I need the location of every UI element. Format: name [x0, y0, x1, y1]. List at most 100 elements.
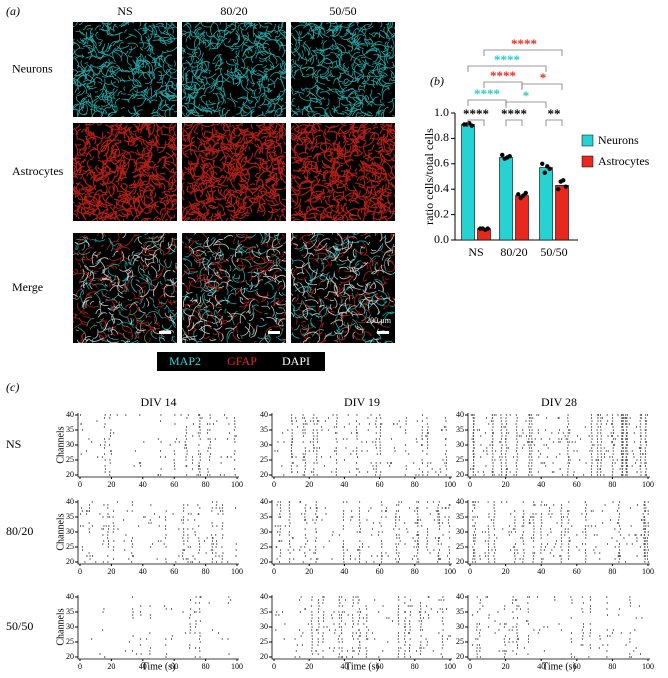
y-tick-label: 25 [66, 637, 74, 646]
axes [77, 595, 239, 660]
x-tick-label: 100 [231, 662, 243, 671]
stain-texture [73, 22, 177, 117]
x-tick-label: 20 [502, 567, 510, 576]
bar [515, 195, 529, 241]
x-axis-label: Time (s) [142, 661, 176, 672]
axes [271, 595, 452, 660]
bar [499, 157, 513, 241]
y-tick-label: 35 [456, 512, 464, 521]
x-tick-label: 80 [202, 567, 210, 576]
y-tick-label: 40 [456, 497, 464, 506]
significance-mark: * [523, 88, 530, 103]
row-label: NS [6, 437, 21, 451]
x-tick-label: 20 [107, 480, 115, 489]
x-tick-label: 40 [340, 662, 348, 671]
significance-bracket [483, 49, 563, 56]
y-tick-label: 0.8 [434, 130, 449, 144]
significance-bracket [505, 119, 523, 126]
x-tick-label: 40 [340, 480, 348, 489]
micrograph [291, 123, 395, 221]
significance-mark: * [540, 70, 547, 85]
y-tick-label: 35 [456, 607, 464, 616]
significance-bracket [521, 83, 563, 90]
data-point [540, 161, 545, 166]
x-tick-label: 20 [107, 567, 115, 576]
x-tick-label: 100 [231, 480, 243, 489]
y-tick-label: 20 [456, 470, 464, 479]
x-tick-label: 40 [139, 567, 147, 576]
y-tick-label: 40 [66, 497, 74, 506]
significance-bracket [545, 119, 563, 126]
x-tick-label: 40 [537, 480, 545, 489]
panel-label: (b) [430, 74, 444, 88]
x-tick-label: 100 [231, 567, 243, 576]
y-tick-label: 25 [456, 542, 464, 551]
row-label: Astrocytes [12, 164, 64, 178]
significance-mark: **** [490, 68, 516, 83]
x-tick-label: 0 [468, 662, 472, 671]
y-tick-label: 30 [66, 622, 74, 631]
y-tick-label: 40 [260, 410, 268, 419]
stain-legend-entry: MAP2 [169, 354, 201, 368]
x-tick-label: 80 [411, 480, 419, 489]
x-tick-label: 0 [78, 480, 82, 489]
x-tick-label: 0 [272, 480, 276, 489]
legend-label: Astrocytes [598, 154, 650, 168]
micrograph [182, 22, 286, 117]
axes [467, 500, 650, 565]
data-point [469, 123, 474, 128]
bar [461, 124, 475, 241]
y-tick-label: 30 [456, 527, 464, 536]
y-tick-label: 20 [456, 557, 464, 566]
axes [467, 595, 650, 660]
x-tick-label: 60 [376, 480, 384, 489]
x-tick-label: 80 [608, 480, 616, 489]
x-tick-label: 40 [139, 662, 147, 671]
panel-label: (a) [6, 4, 20, 18]
x-tick-label: 40 [139, 480, 147, 489]
y-tick-label: 30 [66, 527, 74, 536]
data-point [563, 184, 568, 189]
x-tick-label: 20 [305, 567, 313, 576]
significance-mark: **** [501, 106, 527, 121]
data-point [507, 153, 512, 159]
y-tick-label: 25 [456, 455, 464, 464]
spike-raster [80, 414, 237, 476]
y-tick-label: 40 [260, 497, 268, 506]
y-tick-label: 0.0 [434, 232, 449, 246]
y-tick-label: 0.6 [434, 156, 449, 170]
scale-bar-label: 200 µm [366, 316, 392, 325]
data-point [485, 226, 490, 231]
stain-legend-entry: GFAP [227, 354, 257, 368]
axes [77, 500, 239, 565]
y-axis-label: Channels [55, 426, 66, 463]
y-tick-label: 20 [66, 557, 74, 566]
x-tick-label: 20 [502, 480, 510, 489]
x-tick-label: 60 [170, 567, 178, 576]
spike-raster [470, 414, 648, 476]
x-tick-label: 100 [642, 662, 654, 671]
y-tick-label: 0.2 [434, 206, 449, 220]
scale-bar [377, 331, 389, 334]
significance-bracket [467, 119, 485, 126]
row-label: 80/20 [6, 524, 33, 538]
legend-label: Neurons [598, 133, 639, 147]
x-tick-label: 100 [444, 480, 456, 489]
spike-raster [472, 596, 643, 658]
stain-texture [73, 233, 177, 343]
scale-bar [159, 331, 171, 334]
column-title: DIV 19 [344, 395, 380, 409]
data-point [516, 192, 521, 197]
y-tick-label: 25 [260, 455, 268, 464]
stain-texture [73, 123, 177, 221]
x-tick-label: 80 [608, 567, 616, 576]
panel-label: (c) [6, 380, 19, 394]
y-tick-label: 30 [260, 622, 268, 631]
y-tick-label: 0.4 [434, 181, 449, 195]
data-point [547, 166, 552, 172]
column-title: DIV 14 [140, 395, 176, 409]
column-header: NS [117, 4, 132, 18]
significance-mark: **** [474, 86, 500, 101]
y-tick-label: 20 [260, 470, 268, 479]
x-tick-label: 20 [107, 662, 115, 671]
